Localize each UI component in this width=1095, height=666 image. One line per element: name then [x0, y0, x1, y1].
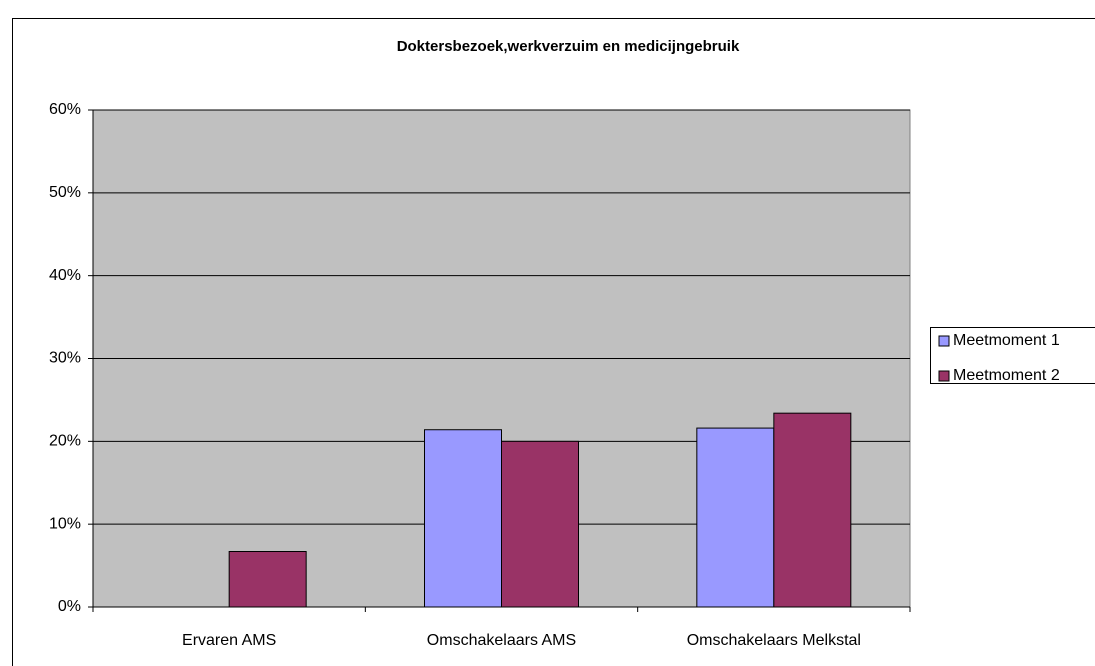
- y-tick-label: 50%: [49, 184, 81, 201]
- y-tick-label: 40%: [49, 267, 81, 284]
- y-tick-label: 0%: [58, 598, 81, 615]
- x-tick-label: Omschakelaars Melkstal: [687, 632, 861, 649]
- x-tick-label: Ervaren AMS: [182, 632, 276, 649]
- bar: [501, 440, 579, 608]
- legend-label: Meetmoment 1: [953, 332, 1060, 349]
- bar: [696, 427, 775, 608]
- bar: [773, 412, 852, 608]
- legend-swatch: [938, 370, 950, 382]
- legend-label: Meetmoment 2: [953, 367, 1060, 384]
- bar: [228, 551, 307, 608]
- y-tick-label: 60%: [49, 101, 81, 118]
- y-tick-label: 10%: [49, 515, 81, 532]
- x-tick-label: Omschakelaars AMS: [427, 632, 576, 649]
- y-tick-label: 30%: [49, 350, 81, 367]
- chart-title: Doktersbezoek,werkverzuim en medicijngeb…: [397, 38, 740, 55]
- legend-swatch: [938, 335, 950, 347]
- legend: [930, 327, 1095, 384]
- y-tick-label: 20%: [49, 433, 81, 450]
- bar: [424, 429, 502, 608]
